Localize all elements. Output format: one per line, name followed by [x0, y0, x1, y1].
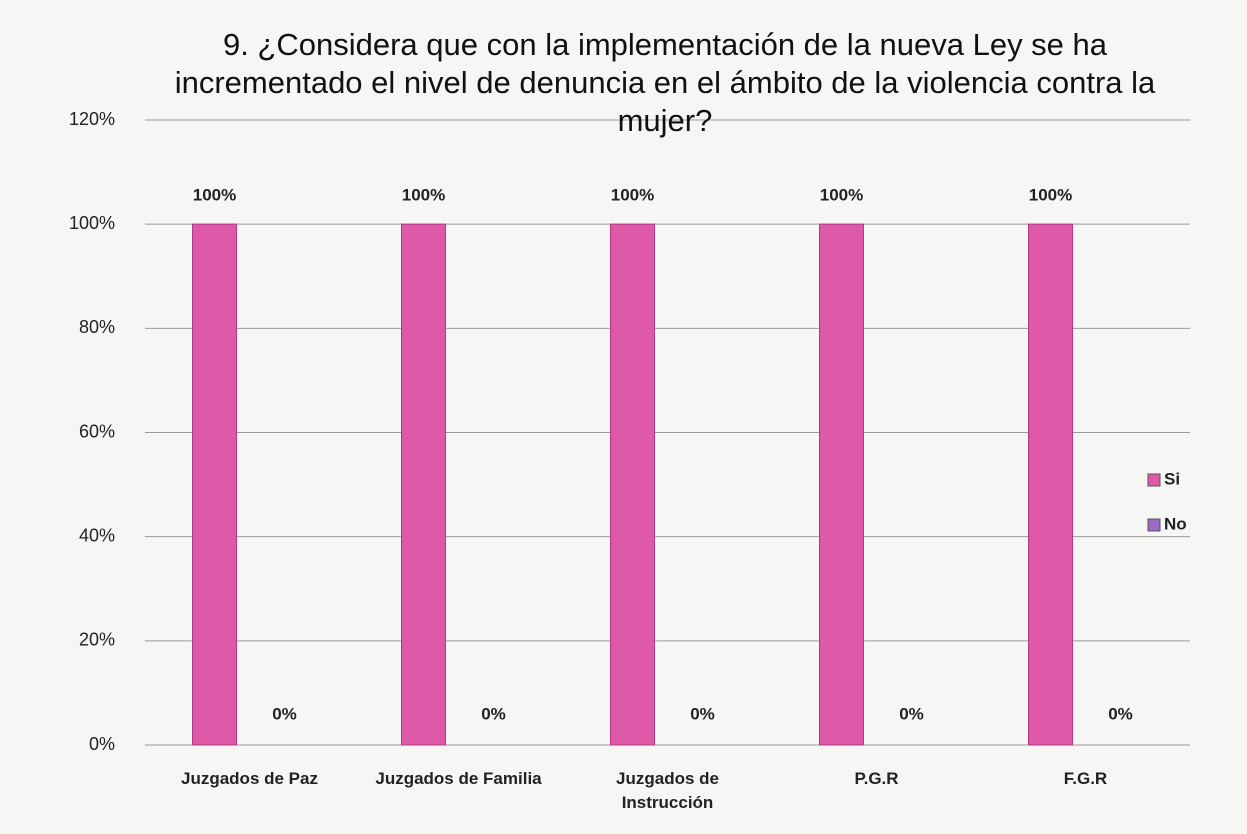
y-tick-label: 20% — [79, 630, 115, 650]
y-tick-label: 40% — [79, 525, 115, 545]
data-label: 0% — [272, 704, 297, 723]
data-label: 0% — [1108, 704, 1133, 723]
legend-label: No — [1164, 514, 1187, 533]
legend-swatch — [1147, 518, 1161, 532]
x-tick-label: Juzgados de Instrucción — [616, 769, 719, 812]
y-tick-label: 120% — [69, 109, 115, 129]
bar — [819, 223, 864, 746]
bar — [1028, 223, 1073, 746]
data-label: 0% — [481, 704, 506, 723]
y-tick-label: 60% — [79, 421, 115, 441]
data-label: 100% — [1029, 186, 1072, 205]
x-tick-label: F.G.R — [1063, 769, 1108, 788]
data-label: 100% — [193, 186, 236, 205]
legend-swatch — [1147, 473, 1161, 487]
data-label: 0% — [899, 704, 924, 723]
data-label: 100% — [820, 186, 863, 205]
x-tick-label: P.G.R — [854, 769, 899, 788]
y-tick-label: 80% — [79, 317, 115, 337]
legend-label: Si — [1164, 469, 1180, 488]
x-tick-label: Juzgados de Paz — [181, 769, 318, 788]
data-label: 100% — [402, 186, 445, 205]
y-tick-label: 0% — [89, 734, 115, 754]
data-label: 0% — [690, 704, 715, 723]
y-tick-label: 100% — [69, 213, 115, 233]
bar — [610, 223, 655, 746]
bar — [401, 223, 446, 746]
bar — [192, 223, 237, 746]
chart-title: 9. ¿Considera que con la implementación … — [174, 27, 1156, 138]
x-tick-label: Juzgados de Familia — [375, 769, 542, 788]
data-label: 100% — [611, 186, 654, 205]
